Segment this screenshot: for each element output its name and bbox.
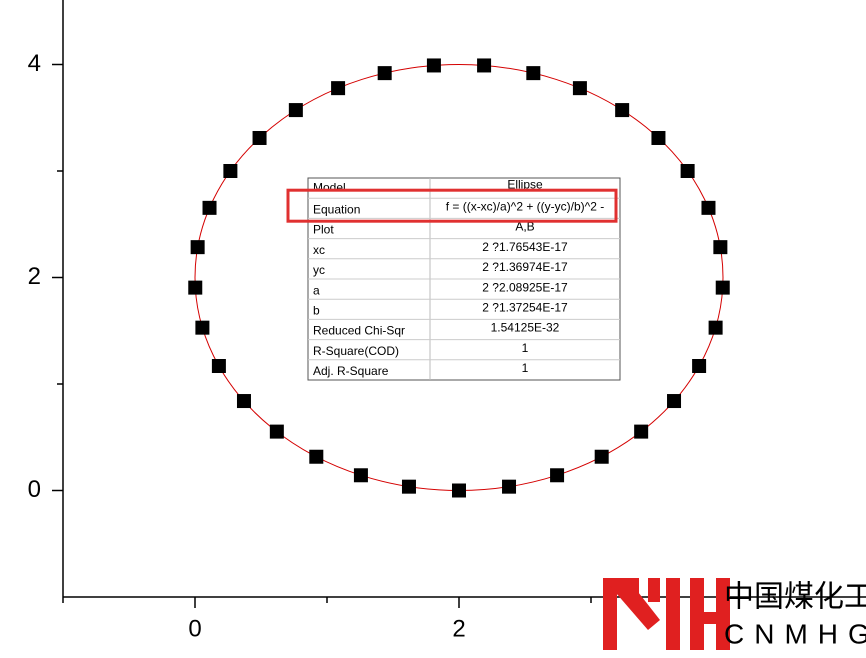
data-point: [202, 200, 217, 215]
data-point: [331, 81, 346, 96]
logo-bar: [648, 578, 660, 602]
data-point: [550, 468, 565, 483]
x-tick-label: 0: [188, 615, 201, 642]
logo-bar: [603, 578, 617, 650]
table-cell: a: [313, 283, 320, 297]
watermark-line1: 中国煤化工: [724, 580, 866, 615]
data-point: [190, 240, 205, 255]
table-cell: b: [313, 303, 320, 317]
logo-bar: [666, 578, 680, 650]
logo-shape: [603, 578, 660, 630]
data-point: [713, 240, 728, 255]
data-point: [692, 359, 707, 374]
table-cell: 1.54125E-32: [491, 321, 560, 335]
table-cell: Adj. R-Square: [313, 364, 389, 378]
data-point: [701, 200, 716, 215]
y-tick-label: 2: [28, 263, 41, 290]
data-point: [211, 359, 226, 374]
data-point: [715, 280, 730, 295]
table-cell: xc: [313, 243, 325, 257]
data-point: [195, 320, 210, 335]
data-point: [634, 424, 649, 439]
table-cell: Model: [313, 180, 346, 194]
table-cell: 2 ?1.76543E-17: [482, 240, 568, 254]
table-cell: 2 ?2.08925E-17: [482, 280, 568, 294]
table-cell: 1: [522, 341, 529, 355]
table-cell: 2 ?1.37254E-17: [482, 300, 568, 314]
data-point: [572, 81, 587, 96]
y-tick-label: 4: [28, 50, 41, 77]
data-point: [526, 66, 541, 81]
y-tick-label: 0: [28, 476, 41, 503]
data-point: [426, 58, 441, 73]
data-point: [502, 479, 517, 494]
table-cell: 2 ?1.36974E-17: [482, 260, 568, 274]
table-cell: f = ((x-xc)/a)^2 + ((y-yc)/b)^2 -: [446, 199, 605, 213]
data-point: [353, 468, 368, 483]
data-point: [309, 449, 324, 464]
table-cell: Equation: [313, 202, 360, 216]
data-point: [452, 483, 466, 498]
data-point: [477, 58, 492, 73]
x-tick-label: 2: [452, 615, 465, 642]
table-cell: R-Square(COD): [313, 344, 399, 358]
data-point: [651, 130, 666, 145]
data-point: [708, 320, 723, 335]
data-point: [269, 424, 284, 439]
table-cell: Ellipse: [507, 177, 543, 191]
table-cell: A,B: [515, 220, 534, 234]
table-cell: yc: [313, 263, 325, 277]
table-cell: Reduced Chi-Sqr: [313, 324, 405, 338]
data-point: [680, 164, 695, 178]
highlight-box: [286, 188, 618, 223]
table-cell: Plot: [313, 223, 334, 237]
data-point: [377, 66, 392, 81]
data-point: [223, 164, 238, 178]
data-point: [594, 449, 609, 464]
data-point: [667, 394, 682, 409]
logo-bar: [716, 578, 730, 650]
data-point: [401, 479, 416, 494]
data-point: [288, 103, 303, 118]
data-point: [615, 103, 630, 118]
results-table: Model Ellipse Equation f = ((x-xc)/a)^2 + (…: [286, 177, 621, 381]
data-point: [236, 394, 251, 409]
data-point: [252, 130, 267, 145]
data-point: [188, 280, 203, 295]
table-cell: 1: [522, 361, 529, 375]
watermark-line2: CNMHG: [724, 618, 866, 649]
